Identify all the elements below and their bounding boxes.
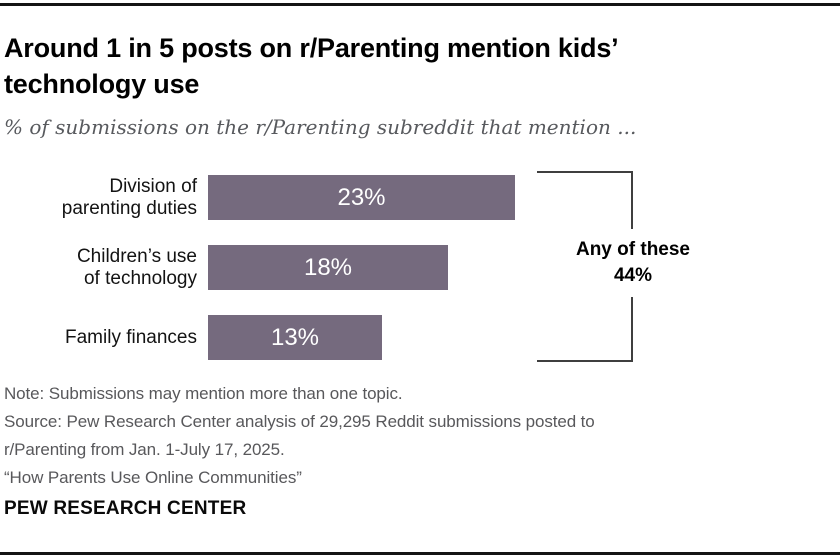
category-label-line: of technology: [83, 267, 197, 289]
bar-family-finances: 13%: [208, 315, 382, 360]
bar-childrens-use-of-technology: 18%: [208, 245, 448, 290]
top-rule: [0, 3, 840, 6]
source-line: r/Parenting from Jan. 1-July 17, 2025.: [4, 440, 285, 459]
category-label-line: Family finances: [65, 326, 197, 348]
category-label-family-finances: Family finances: [0, 315, 197, 360]
brand: PEW RESEARCH CENTER: [4, 498, 247, 519]
chart-title-line-1: Around 1 in 5 posts on r/Parenting menti…: [4, 33, 619, 63]
source-note: Note: Submissions may mention more than …: [4, 380, 804, 492]
chart-title-line-2: technology use: [4, 69, 200, 99]
source-line: Source: Pew Research Center analysis of …: [4, 412, 595, 431]
bar-division-of-parenting-duties: 23%: [208, 175, 515, 220]
category-label-childrens-use-of-technology: Children’s use of technology: [0, 245, 197, 290]
category-label-division-of-parenting-duties: Division of parenting duties: [0, 175, 197, 220]
note-line: Note: Submissions may mention more than …: [4, 384, 403, 403]
bracket-annotation-value: 44%: [613, 265, 653, 286]
bar-row-family-finances: Family finances 13%: [0, 315, 660, 360]
bar-value-label: 13%: [270, 323, 320, 351]
bar-row-division-of-parenting-duties: Division of parenting duties 23%: [0, 175, 660, 220]
bracket-annotation-label: Any of these: [575, 239, 691, 260]
bar-row-childrens-use-of-technology: Children’s use of technology 18%: [0, 245, 660, 290]
category-label-line: Children’s use: [76, 245, 197, 267]
bottom-rule: [0, 552, 840, 555]
chart-title: Around 1 in 5 posts on r/Parenting menti…: [4, 30, 804, 102]
category-label-line: parenting duties: [61, 197, 197, 219]
bar-value-label: 18%: [303, 253, 353, 281]
report-title-line: “How Parents Use Online Communities”: [4, 468, 302, 487]
bracket-annotation: Any of these 44%: [533, 229, 733, 297]
bar-value-label: 23%: [337, 183, 386, 211]
category-label-line: Division of: [109, 175, 197, 197]
chart-subtitle: % of submissions on the r/Parenting subr…: [4, 115, 637, 139]
